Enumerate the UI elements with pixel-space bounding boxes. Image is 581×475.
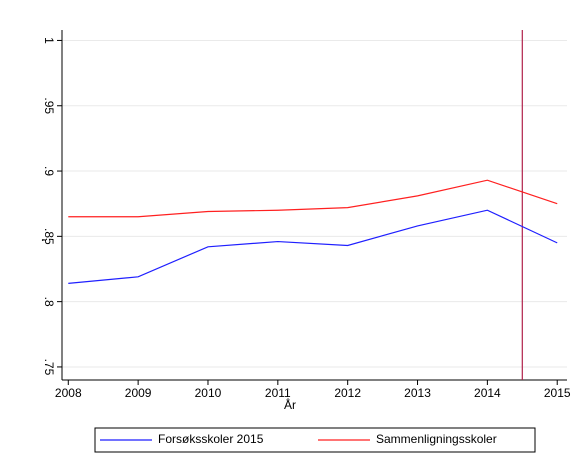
x-axis-label: År xyxy=(284,397,296,412)
y-tick-label: .9 xyxy=(42,166,56,176)
y-tick-label: .8 xyxy=(42,297,56,307)
legend-label: Forsøksskoler 2015 xyxy=(158,432,264,446)
x-tick-label: 2012 xyxy=(334,386,361,400)
y-tick-label: 1 xyxy=(42,37,56,44)
x-tick-label: 2015 xyxy=(544,386,571,400)
legend-label: Sammenligningsskoler xyxy=(376,432,497,446)
x-tick-label: 2011 xyxy=(265,386,291,400)
series-line xyxy=(68,209,558,284)
y-axis-label: ‘ xyxy=(34,238,48,241)
x-tick-label: 2013 xyxy=(404,386,431,400)
x-tick-label: 2008 xyxy=(55,386,82,400)
y-tick-label: .95 xyxy=(42,97,56,114)
x-tick-label: 2010 xyxy=(195,386,222,400)
y-tick-label: .75 xyxy=(42,359,56,376)
series-line xyxy=(68,179,558,218)
x-tick-label: 2009 xyxy=(125,386,152,400)
y-tick-label: .85 xyxy=(42,228,56,245)
legend-box xyxy=(94,427,536,453)
x-tick-label: 2014 xyxy=(474,386,501,400)
